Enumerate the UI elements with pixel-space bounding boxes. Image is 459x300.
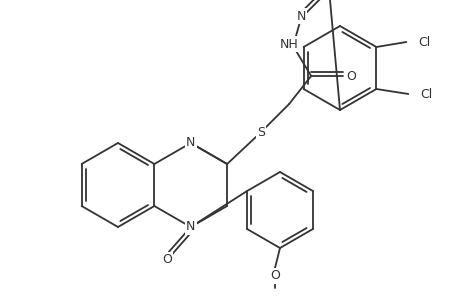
Text: S: S — [257, 125, 264, 139]
Text: NH: NH — [279, 38, 298, 50]
Text: O: O — [269, 269, 280, 283]
Text: N: N — [185, 220, 195, 233]
Text: Cl: Cl — [420, 88, 431, 100]
Text: Cl: Cl — [417, 35, 430, 49]
Text: N: N — [296, 10, 305, 22]
Text: N: N — [185, 136, 195, 149]
Text: O: O — [162, 254, 171, 266]
Text: O: O — [346, 70, 355, 83]
